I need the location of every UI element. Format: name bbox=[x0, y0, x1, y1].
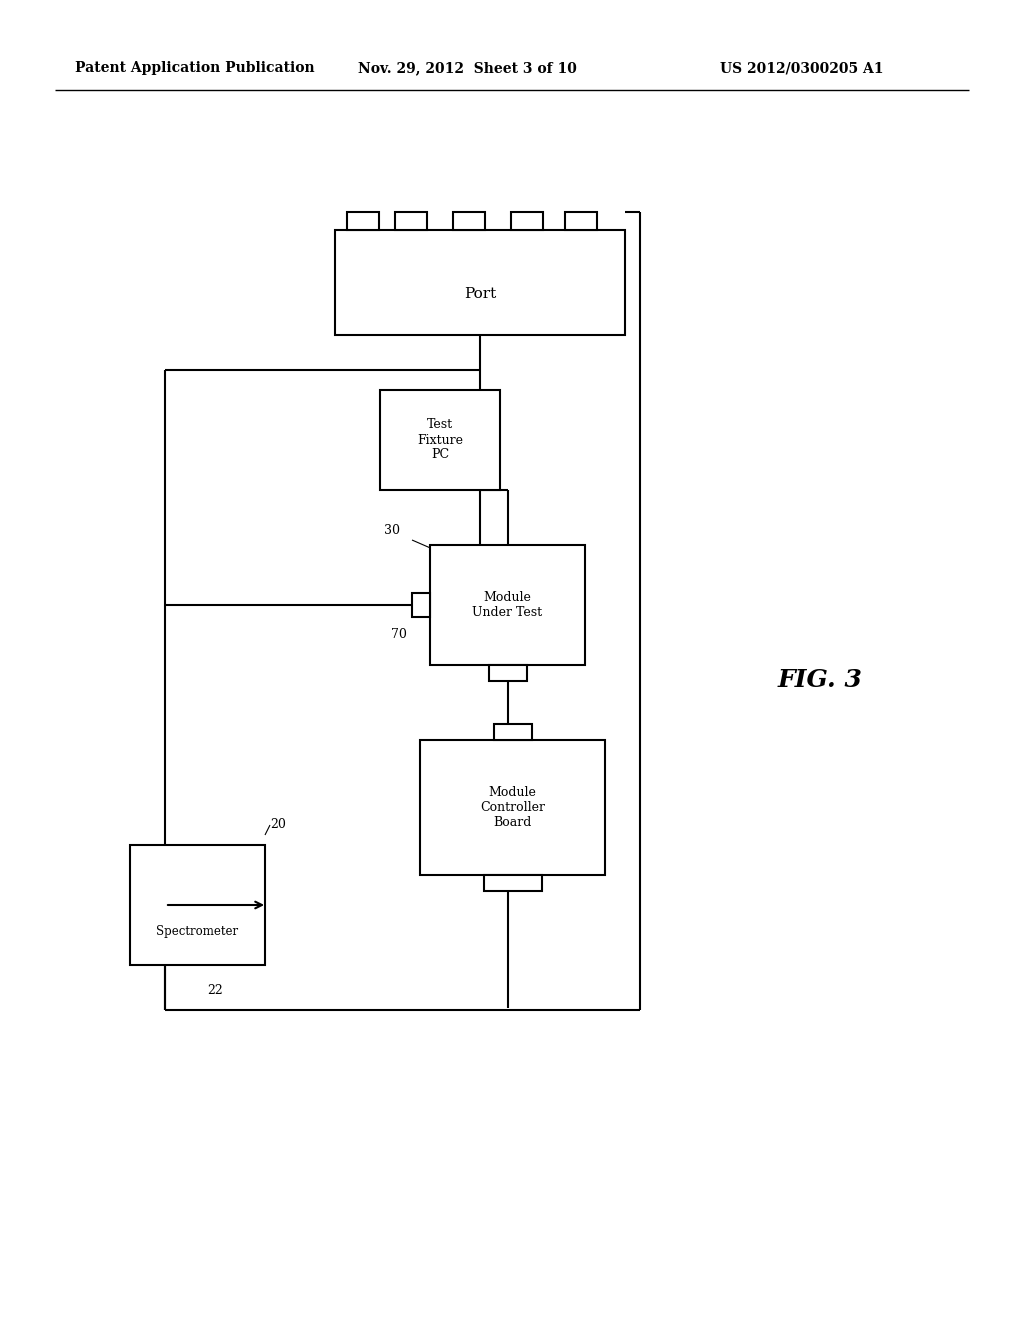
Bar bbox=[380, 389, 500, 490]
Text: Spectrometer: Spectrometer bbox=[157, 925, 239, 939]
Text: Module
Controller
Board: Module Controller Board bbox=[480, 785, 545, 829]
Text: 22: 22 bbox=[208, 983, 223, 997]
Bar bbox=[130, 845, 265, 965]
Bar bbox=[395, 213, 427, 230]
Bar bbox=[565, 213, 597, 230]
Text: Patent Application Publication: Patent Application Publication bbox=[75, 61, 314, 75]
Text: 30: 30 bbox=[384, 524, 400, 536]
Text: 20: 20 bbox=[270, 818, 286, 832]
Bar bbox=[483, 875, 542, 891]
Bar bbox=[412, 593, 430, 616]
Bar bbox=[347, 213, 379, 230]
Text: Port: Port bbox=[464, 288, 496, 301]
Text: 70: 70 bbox=[391, 628, 407, 642]
Bar bbox=[488, 665, 526, 681]
Text: Module
Under Test: Module Under Test bbox=[472, 591, 543, 619]
Bar bbox=[430, 545, 585, 665]
Text: Nov. 29, 2012  Sheet 3 of 10: Nov. 29, 2012 Sheet 3 of 10 bbox=[358, 61, 577, 75]
Bar bbox=[453, 213, 485, 230]
Text: FIG. 3: FIG. 3 bbox=[777, 668, 862, 692]
Text: US 2012/0300205 A1: US 2012/0300205 A1 bbox=[720, 61, 884, 75]
Bar bbox=[511, 213, 543, 230]
Bar bbox=[494, 723, 531, 741]
Bar bbox=[335, 230, 625, 335]
Bar bbox=[420, 741, 605, 875]
Text: Test
Fixture
PC: Test Fixture PC bbox=[417, 418, 463, 462]
